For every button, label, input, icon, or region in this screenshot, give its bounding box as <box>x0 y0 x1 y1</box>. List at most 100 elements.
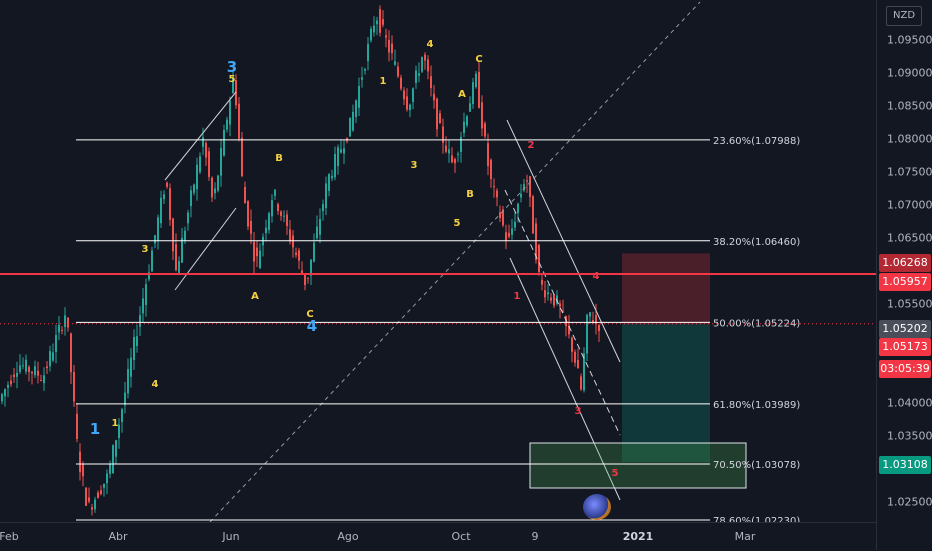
candle <box>259 243 261 269</box>
candle <box>19 354 21 375</box>
price-tick: 1.09000 <box>887 66 932 80</box>
candle <box>352 104 354 132</box>
candle <box>208 147 210 181</box>
candle <box>547 284 549 301</box>
candle <box>379 5 381 37</box>
currency-badge[interactable]: NZD <box>886 6 922 26</box>
price-tick: 1.02500 <box>887 495 932 509</box>
candle <box>307 277 309 284</box>
chart-area[interactable]: 23.60%(1.07988) 38.20%(1.06460) 50.00%(1.0… <box>0 0 876 522</box>
wave-label: 3 <box>575 406 582 417</box>
price-tick: 1.06500 <box>887 231 932 245</box>
candle <box>574 349 576 367</box>
candle <box>580 373 582 392</box>
candle <box>460 131 462 163</box>
candle <box>4 388 6 407</box>
candle <box>400 74 402 91</box>
candle <box>106 469 108 495</box>
candle <box>160 190 162 228</box>
candle <box>502 205 504 228</box>
candle <box>190 185 192 218</box>
wave-label: B <box>275 153 283 164</box>
candle <box>505 224 507 250</box>
candle <box>334 146 336 181</box>
candle <box>46 361 48 375</box>
wave-label: 3 <box>142 244 149 255</box>
candle <box>175 233 177 272</box>
candle <box>577 348 579 369</box>
candle <box>136 324 138 353</box>
candle <box>121 407 123 433</box>
price-chart[interactable]: 23.60%(1.07988) 38.20%(1.06460) 50.00%(1.0… <box>0 0 876 522</box>
candle <box>217 174 219 193</box>
candle <box>529 175 531 207</box>
candle <box>103 483 105 497</box>
candle <box>445 136 447 154</box>
fib-level-label: 61.80%(1.03989) <box>713 400 800 411</box>
candle <box>130 348 132 388</box>
time-tick: 9 <box>531 530 539 543</box>
candle <box>340 139 342 154</box>
candle <box>67 317 69 332</box>
candle <box>373 16 375 37</box>
wave-label: 2 <box>528 140 535 151</box>
candles <box>1 5 600 516</box>
candle <box>85 486 87 507</box>
candle <box>418 62 420 83</box>
candle <box>367 37 369 71</box>
time-tick: Jun <box>222 530 240 543</box>
candle <box>391 35 393 61</box>
candle <box>241 131 243 178</box>
price-tick: 1.07000 <box>887 198 932 212</box>
candle <box>583 347 585 393</box>
candle <box>1 392 3 405</box>
candle <box>337 144 339 175</box>
candle <box>55 324 57 364</box>
candle <box>7 381 9 398</box>
price-tick: 1.05500 <box>887 297 932 311</box>
wave-label: C <box>306 309 313 320</box>
candle <box>463 112 465 138</box>
candle <box>361 66 363 88</box>
wave-label: A <box>458 89 466 100</box>
wave-label: 1 <box>514 291 521 302</box>
candle <box>115 439 117 464</box>
candle <box>406 88 408 112</box>
candle <box>448 139 450 163</box>
candle <box>13 367 15 383</box>
wave-label: 1 <box>380 76 387 87</box>
candle <box>331 169 333 182</box>
time-tick: Feb <box>0 530 19 543</box>
candle <box>523 178 525 193</box>
candle <box>316 215 318 241</box>
price-badge: 1.06268 <box>879 254 931 272</box>
candle <box>328 173 330 197</box>
candle <box>199 152 201 175</box>
wave-label: A <box>251 291 259 302</box>
candle <box>586 313 588 362</box>
candle <box>475 70 477 89</box>
candle <box>223 124 225 157</box>
candle <box>430 65 432 97</box>
price-axis[interactable]: 1.09500 1.09000 1.08500 1.08000 1.07500 1.070… <box>876 0 932 550</box>
take-profit-zone <box>622 323 710 463</box>
price-badge: 1.03108 <box>879 456 931 474</box>
candle <box>595 303 597 335</box>
candle <box>358 77 360 117</box>
time-tick: Mar <box>734 530 756 543</box>
candle <box>394 49 396 67</box>
candle <box>484 121 486 139</box>
candle <box>436 97 438 137</box>
candle <box>166 181 168 189</box>
price-tick: 1.04000 <box>887 396 932 410</box>
candle <box>250 209 252 245</box>
candle <box>16 361 18 389</box>
candle <box>481 95 483 137</box>
candle <box>292 230 294 258</box>
price-badge: 03:05:39 <box>879 360 931 378</box>
candle <box>499 205 501 222</box>
time-tick: Oct <box>451 530 471 543</box>
candle <box>451 147 453 164</box>
time-axis[interactable]: Feb Abr Jun Ago Oct 9 2021 Mar <box>0 522 876 551</box>
candle <box>433 85 435 109</box>
